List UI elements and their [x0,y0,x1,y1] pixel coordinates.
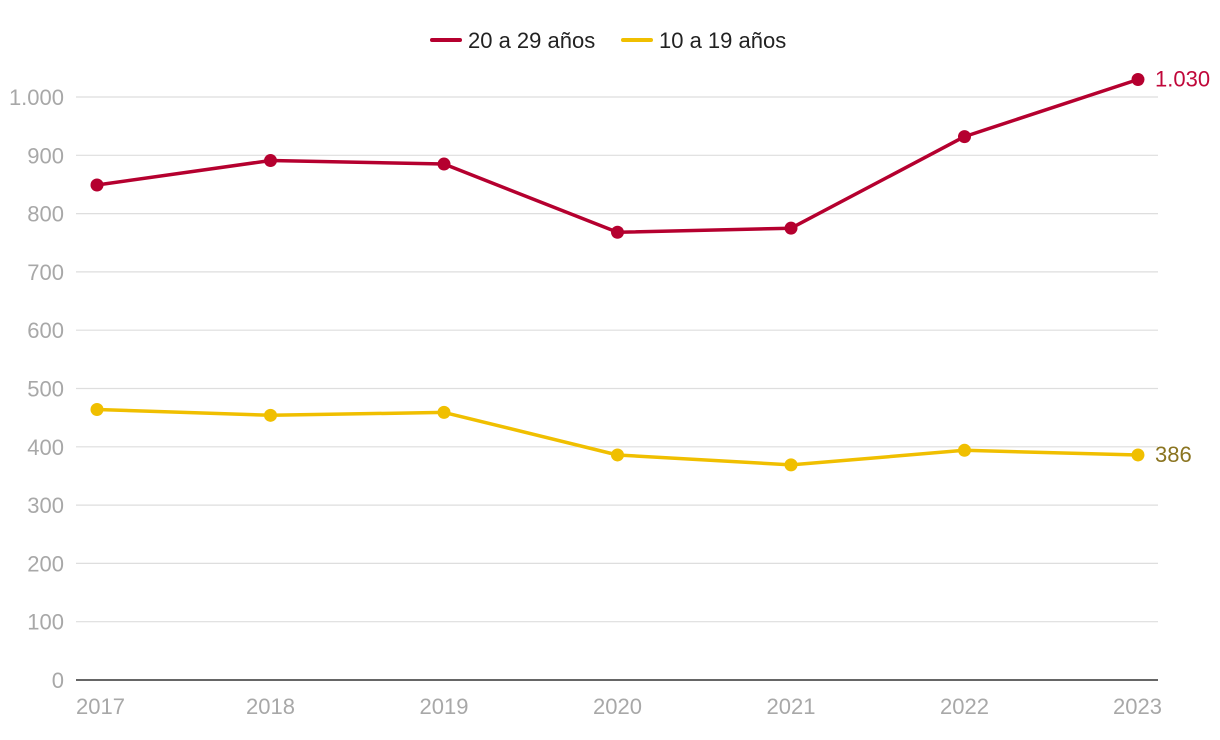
data-point [958,443,971,457]
x-tick-label: 2017 [76,694,125,719]
end-value-label: 1.030 [1155,67,1210,92]
end-value-label: 386 [1155,442,1192,467]
y-tick-label: 0 [52,668,64,693]
data-point [1131,448,1145,462]
y-tick-label: 500 [27,377,64,402]
data-point [611,448,624,462]
y-tick-label: 200 [27,551,64,576]
data-point [958,130,971,144]
x-axis: 2017 2018 2019 2020 2021 2022 2023 [76,679,1162,719]
data-point [784,221,798,235]
gridlines [76,96,1158,623]
x-tick-label: 2021 [767,694,816,719]
data-point [437,405,451,419]
legend-label: 10 a 19 años [659,28,786,53]
y-tick-label: 800 [27,202,64,227]
y-tick-label: 900 [27,143,64,168]
y-tick-label: 400 [27,435,64,460]
data-point [784,458,798,472]
x-tick-label: 2020 [593,694,642,719]
data-point [90,402,104,416]
data-point [437,157,451,171]
data-point [264,154,277,168]
y-tick-label: 300 [27,493,64,518]
y-tick-label: 100 [27,610,64,635]
y-tick-label: 1.000 [9,85,64,110]
legend: 20 a 29 años 10 a 19 años [430,28,786,53]
data-point [264,408,277,422]
x-tick-label: 2019 [420,694,469,719]
data-point [90,178,104,192]
x-tick-label: 2018 [246,694,295,719]
x-tick-label: 2023 [1113,694,1162,719]
y-axis: 0 100 200 300 400 500 600 700 800 900 1.000 [9,85,64,693]
series-group: 1.030 386 [90,67,1210,472]
y-tick-label: 600 [27,318,64,343]
data-point [1131,73,1145,87]
y-tick-label: 700 [27,260,64,285]
legend-label: 20 a 29 años [468,28,595,53]
data-point [611,225,624,239]
x-tick-label: 2022 [940,694,989,719]
